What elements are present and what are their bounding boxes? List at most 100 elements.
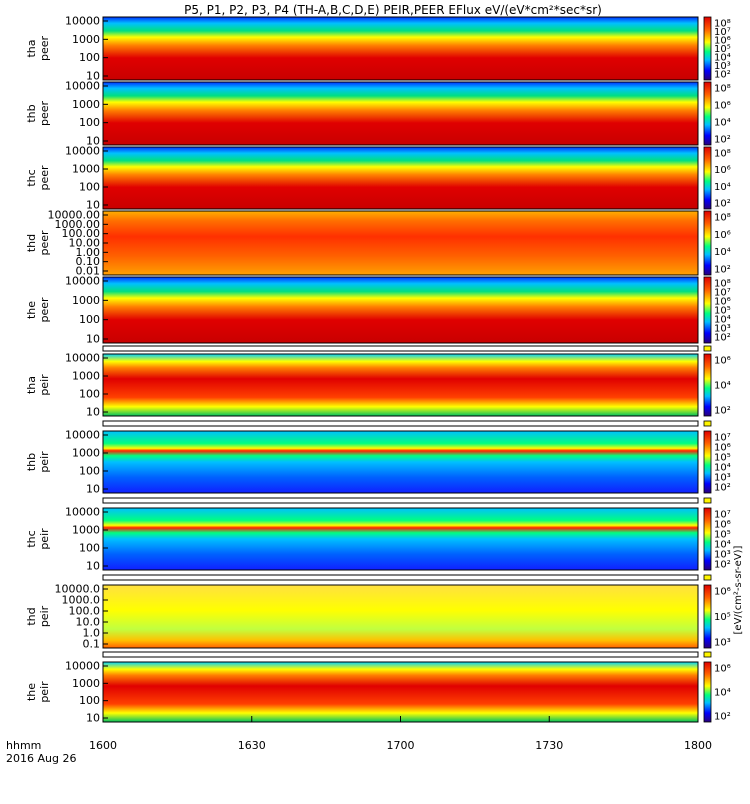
colorbar-tick-label: 10⁷ [714, 510, 731, 521]
colorbar-tick-label: 10⁷ [714, 288, 731, 299]
y-axis-label: peir [38, 528, 51, 550]
y-tick-label: 1000 [72, 524, 100, 537]
y-tick-label: 100 [79, 465, 100, 478]
x-tick-label: 1730 [535, 739, 563, 752]
colorbar-tick-label: 10² [714, 199, 731, 210]
y-tick-label: 1000 [72, 447, 100, 460]
spectrogram-image [103, 662, 698, 722]
colorbar-tick-label: 10² [714, 560, 731, 571]
panel-frame [102, 353, 699, 417]
y-tick-label: 10 [86, 560, 100, 573]
panel-thb-peer: 10 100 1000 10000 thb peer 10² 10⁴ 10⁶ 10⁸ [25, 80, 731, 148]
y-tick-label: 1.00 [76, 246, 101, 259]
x-axis-label: hhmm [6, 739, 41, 752]
colorbar-tick-label: 10³ [714, 473, 731, 484]
y-tick-label: 1000 [72, 33, 100, 46]
colorbar [703, 146, 712, 210]
panel-thc-peer: 10 100 1000 10000 thc peer 10² 10⁴ 10⁶ 10⁸ [25, 145, 731, 212]
y-tick-label: 0.10 [76, 255, 101, 268]
colorbar-tick-label: 10⁵ [714, 453, 731, 464]
y-axis-label: peer [38, 297, 51, 323]
colorbar-tick-label: 10² [714, 135, 731, 146]
colorbar-tick-label: 10⁸ [714, 213, 731, 224]
colorbar-tick-label: 10⁸ [714, 84, 731, 95]
colorbar-tick-label: 10⁶ [714, 101, 731, 112]
y-tick-label: 1000 [72, 677, 100, 690]
colorbar [703, 81, 712, 146]
y-axis-label: peir [38, 605, 51, 627]
panel-the-peir: 10 100 1000 10000 the peir 10² 10⁴ 10⁶ [25, 660, 731, 725]
y-tick-label: 1000 [72, 294, 100, 307]
y-axis-label: peer [38, 36, 51, 62]
colorbar-tick-label: 10⁷ [714, 433, 731, 444]
y-tick-label: 0.01 [76, 265, 101, 278]
colorbar-tick-label: 10² [714, 265, 731, 276]
colorbar-tick-label: 10⁸ [714, 19, 731, 30]
panel-tha-peir: 10 100 1000 10000 tha peir 10² 10⁴ 10⁶ [25, 352, 731, 419]
y-tick-label: 10000 [65, 275, 100, 288]
y-tick-label: 10000 [65, 429, 100, 442]
y-tick-label: 100 [79, 542, 100, 555]
y-tick-label: 10000 [65, 15, 100, 28]
y-tick-label: 10000.0 [55, 583, 101, 596]
panel-frame [102, 16, 699, 81]
y-axis-label: the [25, 683, 38, 701]
y-tick-label: 100 [79, 388, 100, 401]
panel-frame [102, 584, 699, 649]
colorbar-tick-label: 10³ [714, 61, 731, 72]
y-tick-label: 10 [86, 199, 100, 212]
y-tick-label: 100.0 [69, 605, 101, 618]
colorbar-tick-label: 10⁶ [714, 297, 731, 308]
y-tick-label: 10 [86, 406, 100, 419]
empty-panel-strip [102, 345, 712, 352]
y-tick-label: 1.0 [83, 627, 101, 640]
y-axis-label: peir [38, 451, 51, 473]
spectrogram-image [103, 354, 698, 416]
y-axis-label: thd [25, 607, 38, 625]
y-tick-label: 10.0 [76, 616, 101, 629]
y-tick-label: 100 [79, 313, 100, 326]
y-tick-label: 10000 [65, 352, 100, 365]
colorbar-tick-label: 10⁴ [714, 247, 731, 258]
colorbar-tick-label: 10⁵ [714, 612, 731, 623]
colorbar [703, 353, 712, 417]
y-axis-label: thc [25, 169, 38, 186]
panel-frame [102, 276, 699, 344]
y-axis-label: tha [25, 376, 38, 394]
colorbar-tick-label: 10⁶ [714, 587, 731, 598]
y-tick-label: 10 [86, 483, 100, 496]
y-tick-label: 10000 [65, 660, 100, 673]
x-tick-label: 1800 [684, 739, 712, 752]
x-tick-label: 1700 [387, 739, 415, 752]
colorbar-tick-label: 10⁴ [714, 381, 731, 392]
panel-tha-peer: 10 100 1000 10000 tha peer 10²10³10⁴10⁵10⁶10⁷1… [25, 15, 731, 83]
colorbar-tick-label: 10⁴ [714, 315, 731, 326]
colorbar-tick-label: 10⁶ [714, 520, 731, 531]
y-tick-label: 10 [86, 135, 100, 148]
colorbar-tick-label: 10³ [714, 550, 731, 561]
colorbar-tick-label: 10⁵ [714, 306, 731, 317]
y-tick-label: 10.00 [69, 237, 101, 250]
y-tick-label: 10 [86, 712, 100, 725]
spectrogram-image [103, 82, 698, 145]
y-tick-label: 10 [86, 333, 100, 346]
colorbar-tick-label: 10² [714, 70, 731, 81]
empty-panel-strip [102, 420, 712, 427]
colorbar-tick-label: 10⁴ [714, 463, 731, 474]
colorbar-tick-label: 10³ [714, 638, 731, 649]
y-axis-label: peir [38, 374, 51, 396]
colorbar [703, 507, 712, 571]
y-axis-label: thb [25, 104, 38, 122]
colorbar [703, 210, 712, 276]
colorbar-tick-label: 10² [714, 483, 731, 494]
empty-panel-strip [102, 574, 712, 581]
spectrogram-image [103, 585, 698, 648]
spectrogram-image [103, 17, 698, 80]
panel-frame [102, 146, 699, 210]
empty-panel-strip [102, 497, 712, 504]
panel-frame [102, 81, 699, 146]
colorbar-tick-label: 10² [714, 406, 731, 417]
